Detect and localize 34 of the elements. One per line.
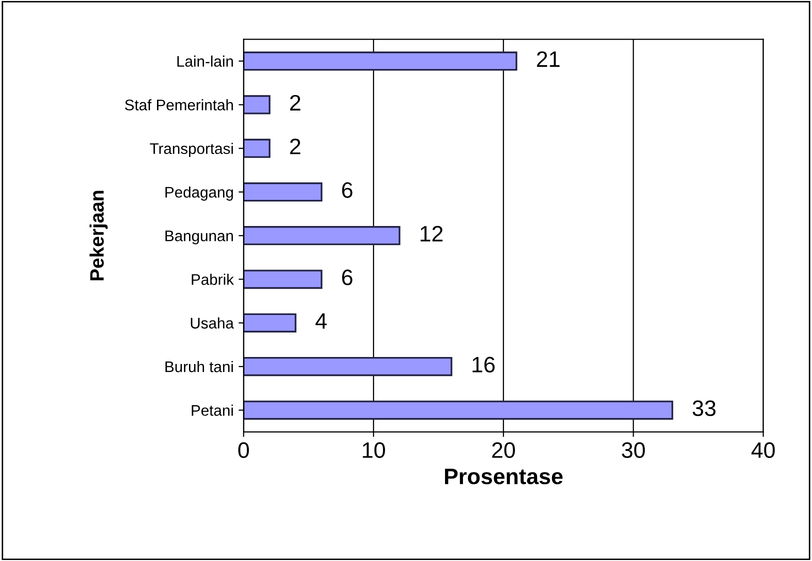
data-label: 33 xyxy=(692,400,716,416)
x-tick-label: 30 xyxy=(622,442,645,458)
y-tick-label: Pabrik xyxy=(192,274,234,285)
y-tick-label: Staf Pemerintah xyxy=(125,99,233,110)
x-tick-label: 0 xyxy=(238,442,249,458)
bar xyxy=(244,270,322,289)
y-tick-label: Buruh tani xyxy=(165,360,233,372)
x-tick-label: 20 xyxy=(492,442,515,458)
data-label: 21 xyxy=(536,51,560,67)
bar xyxy=(244,95,270,114)
bar xyxy=(244,226,400,246)
x-tick-label: 40 xyxy=(751,442,775,458)
y-tick-label: Petani xyxy=(192,404,233,416)
bar xyxy=(244,400,674,420)
x-axis-title: Prosentase xyxy=(445,468,563,484)
y-tick-label: Lain-lain xyxy=(177,56,233,67)
bar xyxy=(244,52,518,71)
y-tick-label: Bangunan xyxy=(165,230,233,244)
y-tick-label: Pedagang xyxy=(165,186,233,201)
y-tick-label: Transportasi xyxy=(150,142,233,158)
data-label: 2 xyxy=(290,138,300,154)
bar xyxy=(244,356,452,376)
data-label: 6 xyxy=(342,182,352,198)
x-tick-label: 10 xyxy=(362,442,386,458)
data-label: 16 xyxy=(472,356,495,372)
y-tick-label: Usaha xyxy=(190,317,234,329)
bar xyxy=(244,182,322,202)
bar xyxy=(244,138,270,158)
data-label: 6 xyxy=(342,269,352,286)
bar xyxy=(244,313,296,332)
data-label: 12 xyxy=(420,226,443,242)
y-axis-title: Pekerjaan xyxy=(90,190,108,280)
data-label: 4 xyxy=(316,313,327,329)
data-label: 2 xyxy=(290,94,300,110)
